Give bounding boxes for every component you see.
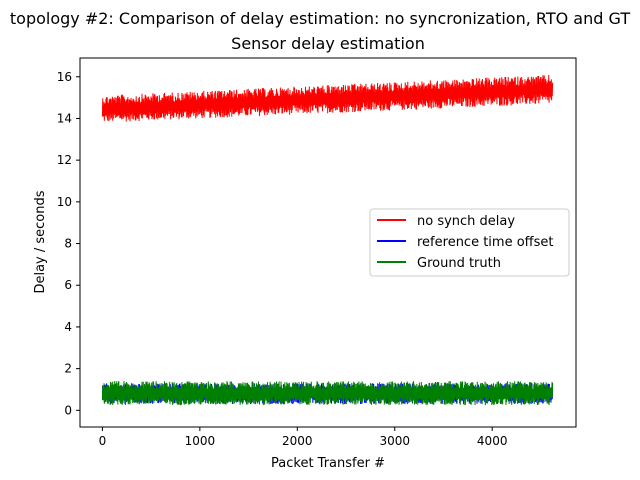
y-tick-label: 14 — [57, 111, 72, 125]
y-tick-label: 16 — [57, 70, 72, 84]
series-line-no-synch-delay — [101, 75, 554, 122]
chart-title: topology #2: Comparison of delay estimat… — [10, 9, 630, 28]
y-tick-label: 2 — [64, 362, 72, 376]
y-tick-label: 12 — [57, 153, 72, 167]
x-axis-label: Packet Transfer # — [271, 456, 385, 471]
legend-label-no-synch-delay: no synch delay — [417, 214, 515, 229]
y-tick-label: 8 — [64, 237, 72, 251]
y-tick-label: 6 — [64, 278, 72, 292]
x-axis-ticks: 0 1000 2000 3000 4000 — [99, 427, 508, 448]
x-tick-label: 0 — [99, 434, 107, 448]
y-tick-label: 0 — [64, 403, 72, 417]
x-tick-label: 4000 — [477, 434, 508, 448]
legend-box — [369, 208, 570, 277]
y-axis-label: Delay / seconds — [33, 190, 48, 293]
legend: no synch delay reference time offset Gro… — [369, 208, 570, 277]
legend-label-reference-time-offset: reference time offset — [417, 235, 554, 250]
legend-label-ground-truth: Ground truth — [417, 256, 501, 271]
x-tick-label: 2000 — [282, 434, 313, 448]
plot-series-layer — [101, 75, 554, 406]
x-tick-label: 1000 — [185, 434, 216, 448]
axes-frame — [79, 57, 577, 428]
y-tick-label: 10 — [57, 195, 72, 209]
y-tick-label: 4 — [64, 320, 72, 334]
x-tick-label: 3000 — [379, 434, 410, 448]
series-line-ground-truth — [101, 381, 554, 406]
y-axis-ticks: 0 2 4 6 8 10 12 14 16 — [57, 70, 80, 417]
chart-subtitle: Sensor delay estimation — [231, 34, 425, 53]
